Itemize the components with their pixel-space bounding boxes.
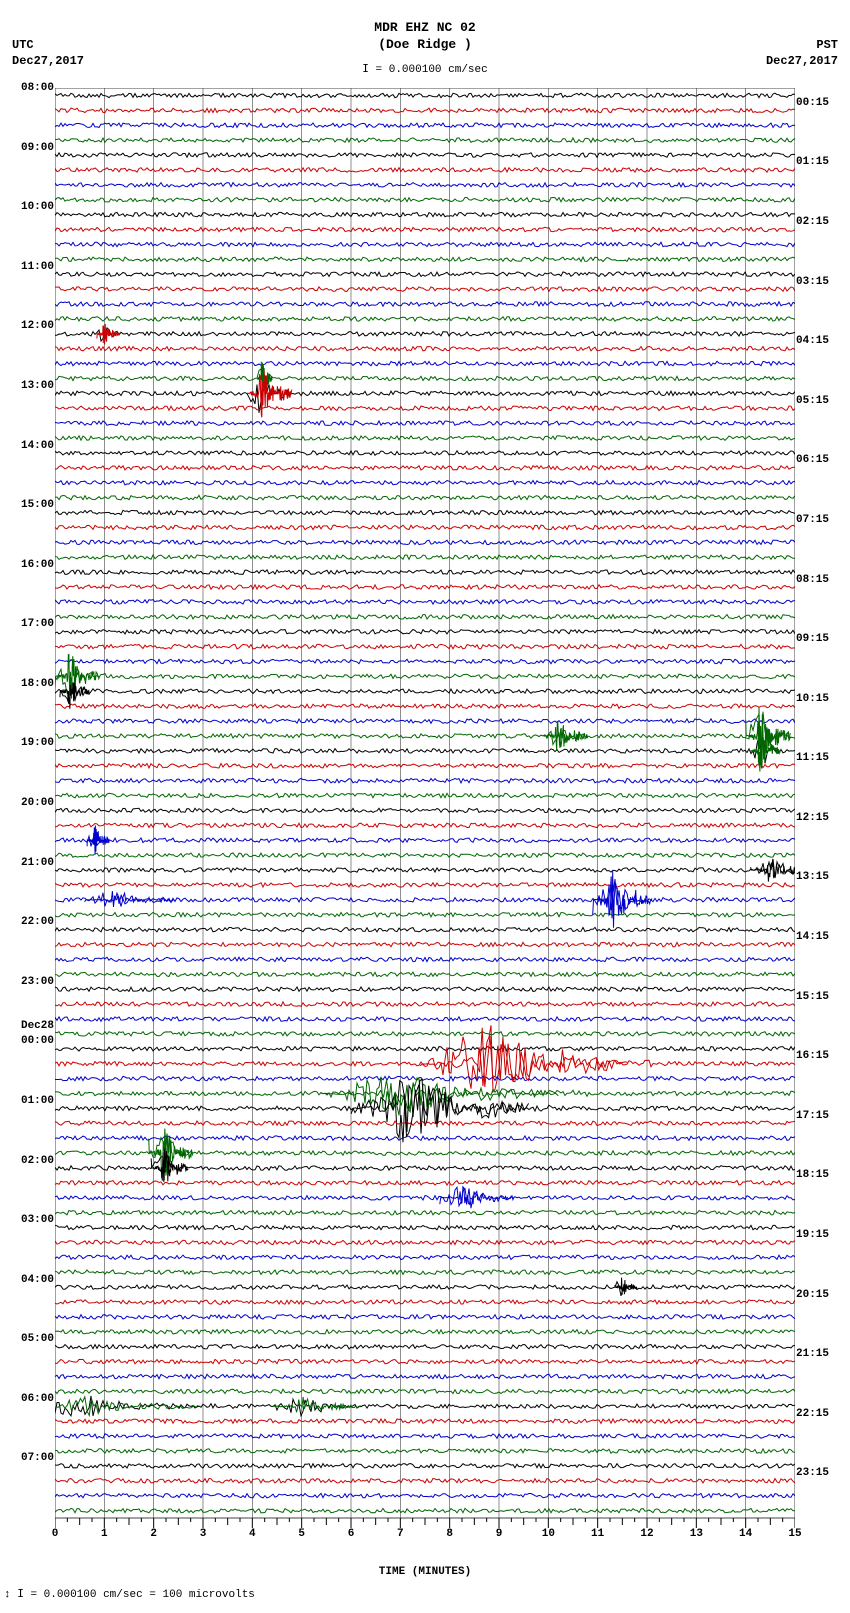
y-left-tick: 01:00 [12, 1095, 54, 1107]
footer-bar-icon: I [17, 1587, 30, 1600]
y-right-tick: 16:15 [796, 1050, 838, 1062]
station-id: MDR EHZ NC 02 [0, 20, 850, 37]
x-tick: 10 [542, 1528, 555, 1540]
y-left-tick: 18:00 [12, 678, 54, 690]
y-right-tick: 13:15 [796, 871, 838, 883]
y-right-tick: 19:15 [796, 1229, 838, 1241]
y-left-tick: 14:00 [12, 440, 54, 452]
x-tick: 4 [249, 1528, 256, 1540]
x-axis-label: TIME (MINUTES) [55, 1566, 795, 1578]
footer-text: = 0.000100 cm/sec = 100 microvolts [30, 1589, 254, 1601]
y-left-tick: 16:00 [12, 559, 54, 571]
y-right-tick: 06:15 [796, 454, 838, 466]
y-left-tick: 04:00 [12, 1274, 54, 1286]
y-axis-left-utc: 08:0009:0010:0011:0012:0013:0014:0015:00… [12, 88, 54, 1518]
y-right-tick: 22:15 [796, 1408, 838, 1420]
x-tick: 11 [591, 1528, 604, 1540]
y-right-tick: 03:15 [796, 276, 838, 288]
y-right-tick: 08:15 [796, 574, 838, 586]
y-right-tick: 10:15 [796, 693, 838, 705]
y-right-tick: 17:15 [796, 1110, 838, 1122]
station-location: (Doe Ridge ) [0, 37, 850, 54]
y-right-tick: 12:15 [796, 812, 838, 824]
y-right-tick: 15:15 [796, 991, 838, 1003]
x-tick: 1 [101, 1528, 108, 1540]
date-break-label: Dec28 [12, 1020, 54, 1032]
footer-scale: ↕ I = 0.000100 cm/sec = 100 microvolts [0, 1587, 255, 1601]
y-left-tick: 17:00 [12, 618, 54, 630]
x-tick: 6 [348, 1528, 355, 1540]
x-tick: 2 [150, 1528, 157, 1540]
x-tick: 7 [397, 1528, 404, 1540]
seismogram-plot [55, 88, 795, 1518]
y-left-tick: 23:00 [12, 976, 54, 988]
x-tick: 9 [496, 1528, 503, 1540]
y-right-tick: 07:15 [796, 514, 838, 526]
scale-text: = 0.000100 cm/sec [376, 64, 488, 76]
x-tick: 15 [788, 1528, 801, 1540]
y-left-tick: 11:00 [12, 261, 54, 273]
y-axis-right-pst: 00:15 01:15 02:15 03:15 04:15 05:15 06:15 07:15… [796, 88, 838, 1518]
scale-indicator: I = 0.000100 cm/sec [0, 62, 850, 77]
y-left-tick: 21:00 [12, 857, 54, 869]
y-left-tick: 20:00 [12, 797, 54, 809]
y-left-tick: 13:00 [12, 380, 54, 392]
x-axis-ticks: 0123456789101112131415 [55, 1528, 795, 1546]
x-tick: 0 [52, 1528, 59, 1540]
y-left-tick: 22:00 [12, 916, 54, 928]
x-tick: 14 [739, 1528, 752, 1540]
y-left-tick: 00:00 [12, 1035, 54, 1047]
y-right-tick: 00:15 [796, 97, 838, 109]
x-tick: 13 [690, 1528, 703, 1540]
y-right-tick: 23:15 [796, 1467, 838, 1479]
y-right-tick: 18:15 [796, 1169, 838, 1181]
y-left-tick: 09:00 [12, 142, 54, 154]
x-axis: 0123456789101112131415 TIME (MINUTES) [55, 1528, 795, 1578]
y-left-tick: 08:00 [12, 82, 54, 94]
y-left-tick: 12:00 [12, 320, 54, 332]
y-right-tick: 05:15 [796, 395, 838, 407]
y-right-tick: 02:15 [796, 216, 838, 228]
footer-glyph: ↕ [4, 1589, 11, 1601]
y-right-tick: 21:15 [796, 1348, 838, 1360]
y-left-tick: 15:00 [12, 499, 54, 511]
y-left-tick: 05:00 [12, 1333, 54, 1345]
x-tick: 5 [298, 1528, 305, 1540]
y-left-tick: 06:00 [12, 1393, 54, 1405]
x-tick: 8 [446, 1528, 453, 1540]
seismogram-container: UTC Dec27,2017 PST Dec27,2017 MDR EHZ NC… [0, 0, 850, 1613]
x-tick: 12 [640, 1528, 653, 1540]
chart-header: MDR EHZ NC 02 (Doe Ridge ) I = 0.000100 … [0, 20, 850, 77]
y-left-tick: 10:00 [12, 201, 54, 213]
y-right-tick: 04:15 [796, 335, 838, 347]
y-right-tick: 11:15 [796, 752, 838, 764]
y-left-tick: 02:00 [12, 1155, 54, 1167]
x-tick: 3 [200, 1528, 207, 1540]
y-left-tick: 19:00 [12, 737, 54, 749]
y-right-tick: 14:15 [796, 931, 838, 943]
y-right-tick: 01:15 [796, 156, 838, 168]
y-left-tick: 07:00 [12, 1452, 54, 1464]
scale-bar-icon: I [362, 62, 375, 75]
seismogram-svg [55, 88, 795, 1530]
y-right-tick: 09:15 [796, 633, 838, 645]
y-right-tick: 20:15 [796, 1289, 838, 1301]
y-left-tick: 03:00 [12, 1214, 54, 1226]
